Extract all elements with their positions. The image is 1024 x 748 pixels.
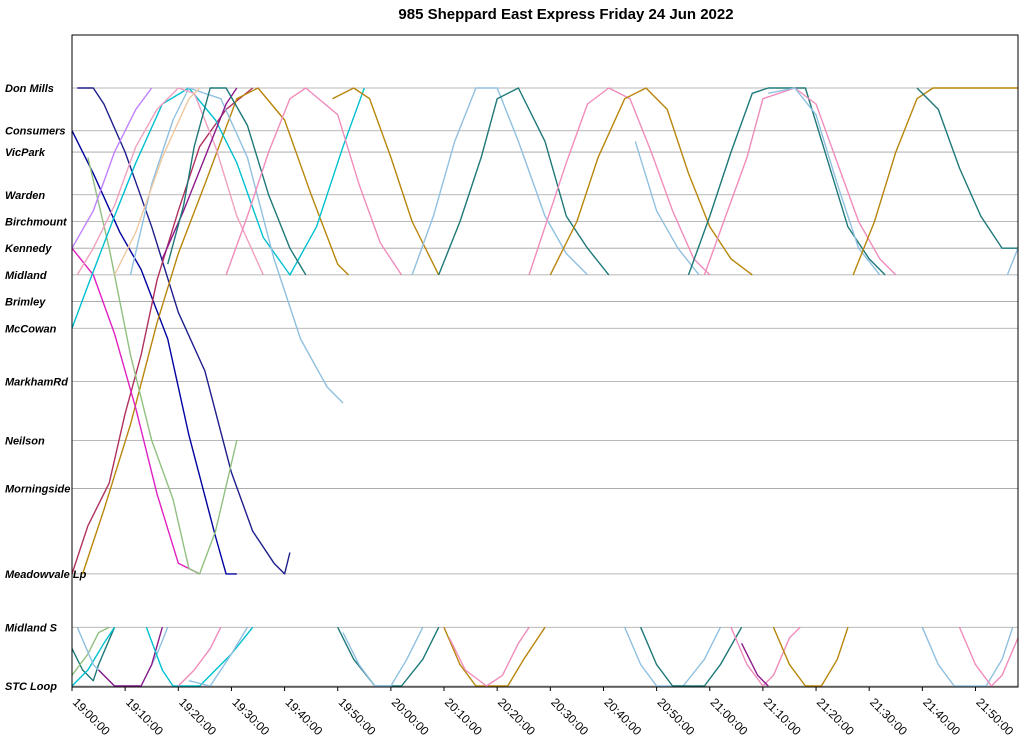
x-tick-label: 20:50:00 [654, 695, 697, 738]
trip-trace [438, 87, 610, 276]
trip-trace [113, 87, 201, 276]
x-tick-label: 21:40:00 [920, 695, 963, 738]
stop-label: Warden [5, 190, 45, 202]
trip-trace [225, 87, 403, 276]
trip-trace [337, 626, 440, 687]
x-tick-label: 19:50:00 [336, 695, 379, 738]
trip-trace [549, 87, 753, 276]
x-tick-label: 20:20:00 [495, 695, 538, 738]
stop-labels: Don Mills Consumers VicPark Warden Birchmoun… [5, 83, 87, 693]
trip-trace [768, 87, 881, 276]
stop-label: Kennedy [5, 243, 52, 255]
x-tick-label: 19:20:00 [176, 695, 219, 738]
trip-trace [76, 87, 264, 276]
plot-area [71, 34, 1019, 688]
x-axis-ticks: 19:00:00 19:10:00 19:20:00 19:30:00 19:40:00… [70, 687, 1017, 738]
trip-trace [71, 627, 116, 682]
trip-trace [145, 626, 254, 687]
trip-trace [852, 87, 1018, 276]
trip-trace [411, 87, 588, 276]
stop-label: Meadowvale Lp [5, 569, 87, 581]
trip-trace [730, 626, 801, 687]
x-tick-label: 21:10:00 [761, 695, 804, 738]
trip-trace [161, 87, 238, 260]
stop-label: Neilson [5, 435, 45, 447]
x-tick-label: 19:30:00 [229, 695, 272, 738]
trip-trace [1006, 247, 1019, 276]
x-tick-label: 20:40:00 [601, 695, 644, 738]
x-tick-label: 20:00:00 [389, 695, 432, 738]
stop-label: STC Loop [5, 681, 57, 693]
trip-trace [188, 626, 249, 687]
stop-label: VicPark [5, 147, 46, 159]
trip-trace [129, 87, 344, 404]
gridlines [72, 87, 1018, 687]
trip-trace [77, 87, 291, 575]
x-tick-label: 19:40:00 [282, 695, 325, 738]
trip-trace [332, 87, 440, 276]
trip-trace [71, 87, 365, 329]
trip-trace [71, 87, 153, 249]
x-tick-label: 19:10:00 [123, 695, 166, 738]
trip-trace [177, 626, 222, 687]
trip-trace [740, 642, 769, 687]
trip-trace [448, 626, 530, 687]
x-tick-label: 21:30:00 [867, 695, 910, 738]
trip-trace [640, 626, 743, 687]
stop-label: Birchmount [5, 216, 68, 228]
trip-trace [703, 87, 897, 276]
trip-trace [71, 87, 254, 575]
trip-trace [916, 87, 1018, 249]
trip-trace [81, 87, 349, 575]
x-tick-label: 21:20:00 [814, 695, 857, 738]
trip-trace [71, 626, 110, 676]
x-tick-label: 20:30:00 [548, 695, 591, 738]
stop-label: Morningside [5, 483, 70, 495]
stop-label: Brimley [5, 297, 46, 309]
x-tick-label: 20:10:00 [442, 695, 485, 738]
trip-trace [71, 626, 116, 687]
trip-trace [687, 87, 886, 276]
trip-trace [342, 626, 424, 687]
stop-label: Midland [5, 270, 47, 282]
trip-traces [71, 87, 1019, 687]
trip-trace [958, 627, 1019, 687]
trip-trace [443, 626, 546, 687]
x-tick-label: 19:00:00 [70, 695, 113, 738]
trip-trace [624, 626, 722, 687]
chart-title: 985 Sheppard East Express Friday 24 Jun … [398, 6, 733, 23]
stop-label: Midland S [5, 622, 58, 634]
stop-label: Don Mills [5, 83, 54, 95]
stop-label: McCowan [5, 323, 57, 335]
trip-trace [634, 141, 700, 276]
trip-trace [921, 627, 1014, 687]
stop-label: MarkhamRd [5, 377, 68, 389]
trip-trace [71, 130, 237, 575]
stop-label: Consumers [5, 126, 66, 138]
trip-trace [772, 627, 849, 687]
x-tick-label: 21:50:00 [973, 695, 1016, 738]
trip-trace [87, 157, 238, 575]
trip-trace [71, 247, 200, 575]
trip-trace [528, 87, 711, 276]
trip-trace [167, 87, 307, 276]
x-tick-label: 21:00:00 [708, 695, 751, 738]
